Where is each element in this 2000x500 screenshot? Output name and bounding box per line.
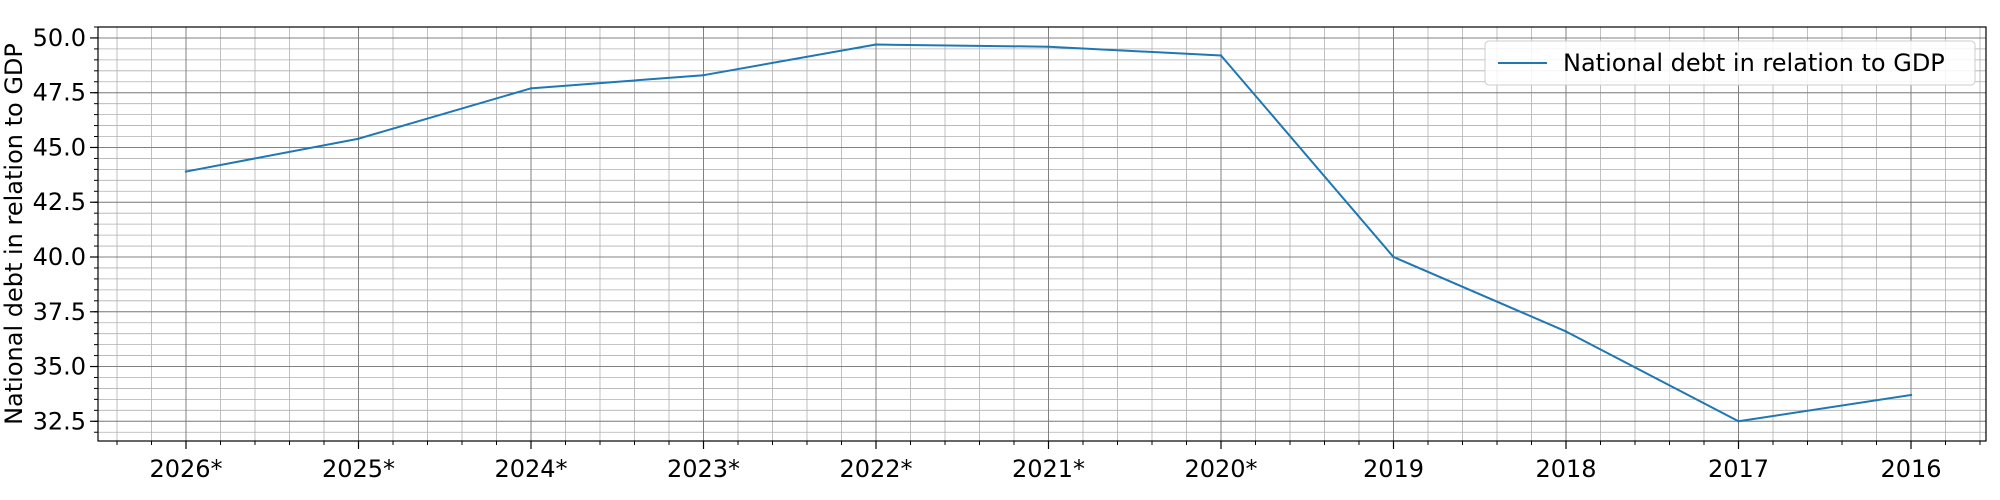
legend: National debt in relation to GDP <box>1484 40 1976 86</box>
data-point <box>702 73 705 77</box>
x-tick-label: 2021* <box>1012 455 1085 483</box>
y-tick-label: 42.5 <box>33 188 86 216</box>
y-tick-label: 32.5 <box>33 407 86 435</box>
plot-background <box>98 27 1986 441</box>
ticks-layer <box>90 26 1981 449</box>
data-point <box>1564 330 1568 333</box>
x-tick-label: 2022* <box>839 455 912 483</box>
x-tick-label: 2018 <box>1535 455 1596 483</box>
y-tick-label: 47.5 <box>33 79 86 107</box>
data-point <box>184 170 188 173</box>
legend-label: National debt in relation to GDP <box>1563 49 1945 77</box>
data-point <box>357 137 360 140</box>
x-tick-label: 2024* <box>494 455 567 483</box>
x-tick-label: 2025* <box>322 455 395 483</box>
data-point <box>1909 393 1913 397</box>
x-tick-label: 2016 <box>1880 455 1941 483</box>
x-tick-label: 2017 <box>1708 455 1769 483</box>
y-tick-label: 45.0 <box>33 133 86 161</box>
data-point <box>529 87 533 90</box>
data-point <box>1047 45 1050 48</box>
legend-box <box>1484 40 1976 86</box>
series-layer <box>184 43 1913 423</box>
tick-labels-layer: 2026* 2025* 2024* 2023* 2022* 2021* 2020* 2019 2… <box>33 24 1942 483</box>
data-point <box>1392 255 1395 259</box>
y-tick-label: 50.0 <box>33 24 86 52</box>
y-tick-label: 40.0 <box>33 243 86 271</box>
y-axis-label: National debt in relation to GDP <box>0 43 28 425</box>
x-tick-label: 2026* <box>149 455 222 483</box>
major-gridlines <box>98 27 1986 441</box>
y-tick-label: 35.0 <box>33 353 86 381</box>
x-tick-label: 2019 <box>1363 455 1424 483</box>
x-tick-label: 2020* <box>1184 455 1257 483</box>
data-point <box>874 43 878 46</box>
data-point <box>1219 54 1223 57</box>
plot-frame <box>97 26 1987 442</box>
x-tick-label: 2023* <box>667 455 740 483</box>
data-point <box>1737 420 1740 423</box>
y-tick-label: 37.5 <box>33 298 86 326</box>
